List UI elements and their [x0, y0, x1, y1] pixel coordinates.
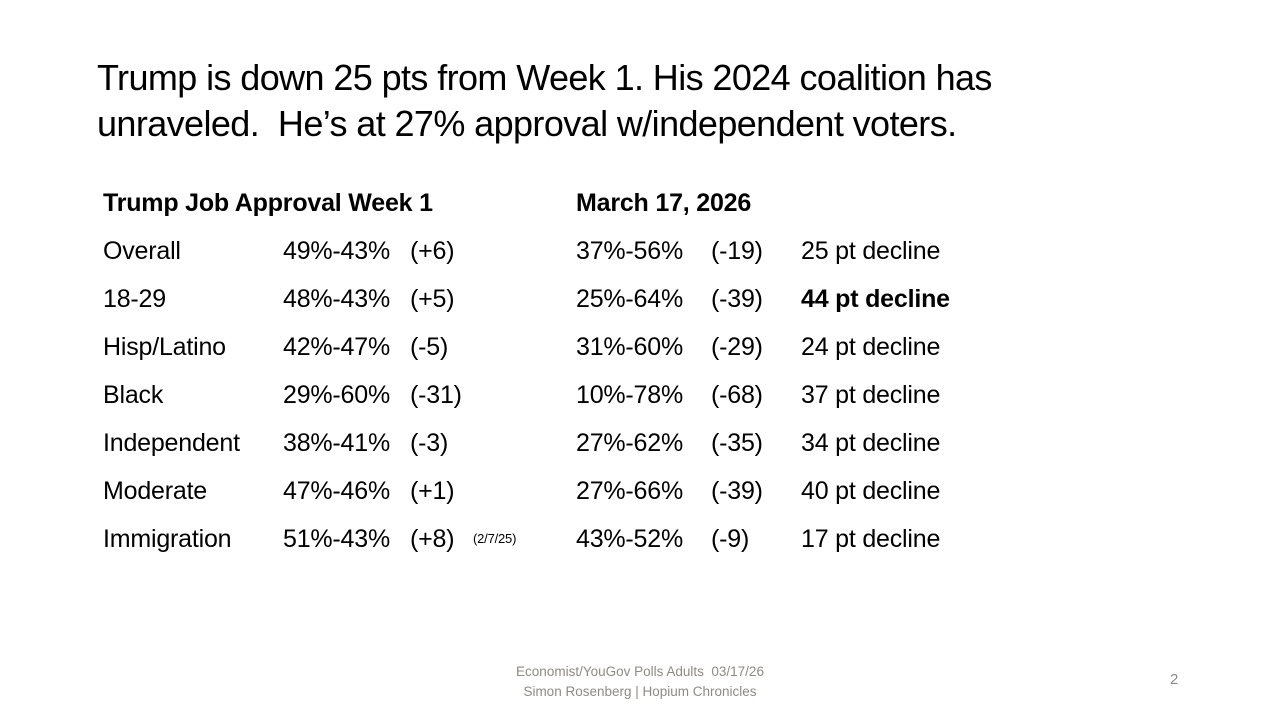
row-march-change: (-29) [711, 333, 763, 361]
row-march-change: (-68) [711, 381, 763, 409]
row-march-numbers: 25%-64% [576, 285, 683, 313]
row-march-numbers: 37%-56% [576, 237, 683, 265]
row-march-numbers: 10%-78% [576, 381, 683, 409]
row-week1-numbers: 47%-46% [283, 477, 390, 505]
row-week1-numbers: 42%-47% [283, 333, 390, 361]
row-march-change: (-9) [711, 525, 750, 553]
row-decline: 44 pt decline [801, 285, 950, 313]
row-decline: 24 pt decline [801, 333, 941, 361]
row-week1-change: (-3) [410, 429, 449, 457]
slide-title-line1: Trump is down 25 pts from Week 1. His 20… [97, 57, 992, 98]
slide-title-line2: unraveled. He’s at 27% approval w/indepe… [97, 103, 957, 144]
row-week1-numbers: 49%-43% [283, 237, 390, 265]
row-march-numbers: 27%-62% [576, 429, 683, 457]
footer-source-line: Economist/YouGov Polls Adults 03/17/26 [516, 664, 764, 679]
header-march-column: March 17, 2026 [576, 189, 752, 217]
row-decline: 17 pt decline [801, 525, 941, 553]
row-week1-numbers: 38%-41% [283, 429, 390, 457]
row-week1-numbers: 51%-43% [283, 525, 390, 553]
row-category: Black [103, 381, 164, 409]
table-rows: Overall 49%-43% (+6) 37%-56% (-19) 25 pt decl… [103, 227, 1003, 563]
row-decline: 25 pt decline [801, 237, 941, 265]
table-row: Independent 38%-41% (-3) 27%-62% (-35) 34 pt … [103, 419, 1003, 467]
table-row: Black 29%-60% (-31) 10%-78% (-68) 37 pt decli… [103, 371, 1003, 419]
row-decline: 34 pt decline [801, 429, 941, 457]
row-march-numbers: 31%-60% [576, 333, 683, 361]
row-march-numbers: 43%-52% [576, 525, 683, 553]
row-week1-change: (+1) [410, 477, 455, 505]
table-row: Overall 49%-43% (+6) 37%-56% (-19) 25 pt decl… [103, 227, 1003, 275]
row-category: Immigration [103, 525, 232, 553]
row-category: Overall [103, 237, 181, 265]
row-week1-change: (-31) [410, 381, 462, 409]
row-week1-change: (+5) [410, 285, 455, 313]
row-week1-change: (+6) [410, 237, 455, 265]
table-row: Hisp/Latino 42%-47% (-5) 31%-60% (-29) 24 pt … [103, 323, 1003, 371]
row-category: 18-29 [103, 285, 166, 313]
table-row: Moderate 47%-46% (+1) 27%-66% (-39) 40 pt dec… [103, 467, 1003, 515]
row-week1-change: (-5) [410, 333, 449, 361]
row-category: Independent [103, 429, 240, 457]
row-decline: 37 pt decline [801, 381, 941, 409]
row-category: Hisp/Latino [103, 333, 226, 361]
poll-comparison-table: Trump Job Approval Week 1 March 17, 2026… [103, 179, 1003, 569]
header-week1-column: Trump Job Approval Week 1 [103, 189, 433, 217]
table-row: Immigration 51%-43% (+8) 43%-52% (-9) 17 pt d… [103, 515, 1003, 563]
table-row: 18-29 48%-43% (+5) 25%-64% (-39) 44 pt declin… [103, 275, 1003, 323]
row-march-numbers: 27%-66% [576, 477, 683, 505]
row-march-change: (-39) [711, 285, 763, 313]
row-decline: 40 pt decline [801, 477, 941, 505]
page-number: 2 [1170, 671, 1179, 688]
table-header-row: Trump Job Approval Week 1 March 17, 2026 [103, 179, 1003, 227]
row-march-change: (-35) [711, 429, 763, 457]
row-week1-change: (+8) [410, 525, 455, 553]
footer-author-line: Simon Rosenberg | Hopium Chronicles [523, 684, 757, 699]
row-date-note: (2/7/25) [473, 531, 517, 546]
row-march-change: (-39) [711, 477, 763, 505]
slide-title: Trump is down 25 pts from Week 1. His 20… [97, 55, 1217, 147]
footer-citation: Economist/YouGov Polls Adults 03/17/26 S… [0, 662, 1280, 702]
row-category: Moderate [103, 477, 208, 505]
row-week1-numbers: 48%-43% [283, 285, 390, 313]
row-week1-numbers: 29%-60% [283, 381, 390, 409]
row-march-change: (-19) [711, 237, 763, 265]
